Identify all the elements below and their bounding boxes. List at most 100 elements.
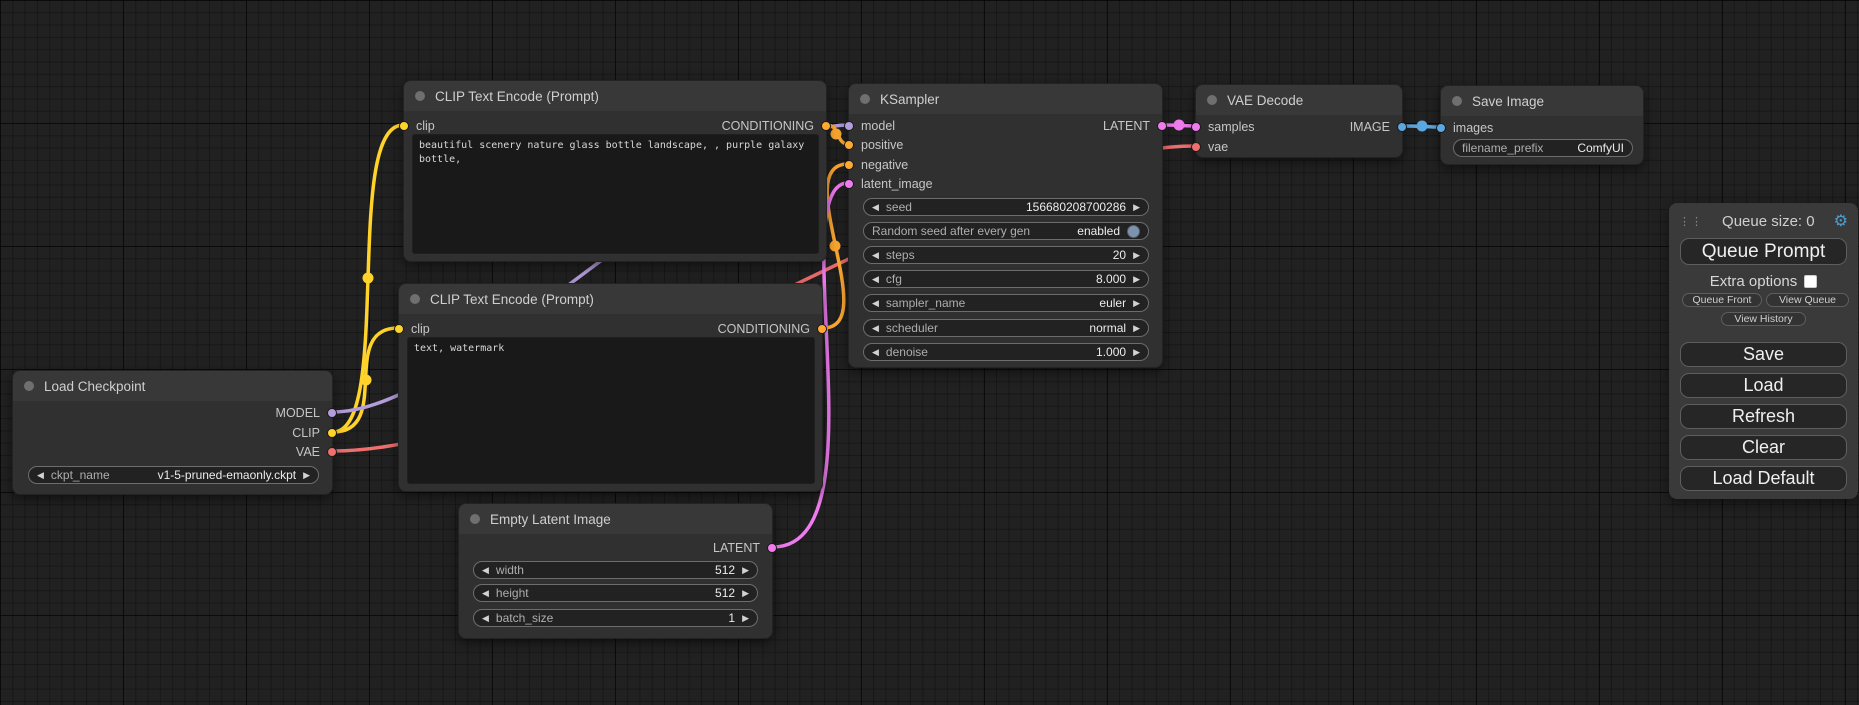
conditioning-slot-icon[interactable] — [844, 140, 854, 150]
settings-gear-icon[interactable]: ⚙ — [1833, 212, 1848, 230]
clear-button[interactable]: Clear — [1680, 435, 1847, 460]
toggle-icon[interactable] — [1127, 224, 1140, 238]
node-load-checkpoint[interactable]: Load Checkpoint MODEL CLIP VAE ◀ ckpt_na… — [12, 370, 337, 495]
slot-input-model[interactable]: model — [844, 116, 895, 136]
conditioning-slot-icon[interactable] — [817, 324, 827, 334]
slot-output-latent[interactable]: LATENT — [1103, 116, 1167, 136]
node-vae-decode[interactable]: VAE Decode samples vae IMAGE — [1191, 84, 1407, 158]
increment-icon[interactable]: ▶ — [742, 612, 749, 623]
seed-widget[interactable]: ◀ seed 156680208700286 ▶ — [863, 198, 1149, 216]
slot-input-images[interactable]: images — [1436, 118, 1493, 138]
slot-input-samples[interactable]: samples — [1191, 117, 1255, 137]
collapse-dot-icon[interactable] — [415, 91, 425, 101]
node-clip-text-encode-positive[interactable]: CLIP Text Encode (Prompt) clip CONDITION… — [399, 80, 831, 262]
slot-input-clip[interactable]: clip — [394, 319, 430, 339]
node-titlebar[interactable]: CLIP Text Encode (Prompt) — [404, 81, 826, 111]
decrement-icon[interactable]: ◀ — [482, 564, 489, 575]
clip-slot-icon[interactable] — [327, 428, 337, 438]
positive-prompt-textarea[interactable]: beautiful scenery nature glass bottle la… — [412, 134, 819, 254]
random-seed-toggle-widget[interactable]: Random seed after every gen enabled — [863, 222, 1149, 240]
next-icon[interactable]: ▶ — [303, 469, 310, 480]
collapse-dot-icon[interactable] — [470, 514, 480, 524]
slot-output-vae[interactable]: VAE — [296, 442, 337, 462]
collapse-dot-icon[interactable] — [1452, 96, 1462, 106]
increment-icon[interactable]: ▶ — [1133, 249, 1140, 260]
ckpt-name-widget[interactable]: ◀ ckpt_name v1-5-pruned-emaonly.ckpt ▶ — [28, 466, 319, 484]
previous-icon[interactable]: ◀ — [37, 469, 44, 480]
slot-output-image[interactable]: IMAGE — [1350, 117, 1407, 137]
queue-prompt-button[interactable]: Queue Prompt — [1680, 238, 1847, 265]
slot-output-model[interactable]: MODEL — [276, 403, 337, 423]
denoise-widget[interactable]: ◀ denoise 1.000 ▶ — [863, 343, 1149, 361]
refresh-button[interactable]: Refresh — [1680, 404, 1847, 429]
node-save-image[interactable]: Save Image images filename_prefix ComfyU… — [1436, 85, 1644, 165]
cfg-widget[interactable]: ◀ cfg 8.000 ▶ — [863, 270, 1149, 288]
increment-icon[interactable]: ▶ — [1133, 201, 1140, 212]
image-slot-icon[interactable] — [1436, 123, 1446, 133]
steps-widget[interactable]: ◀ steps 20 ▶ — [863, 246, 1149, 264]
node-titlebar[interactable]: Empty Latent Image — [459, 504, 772, 534]
latent-slot-icon[interactable] — [844, 179, 854, 189]
decrement-icon[interactable]: ◀ — [872, 273, 879, 284]
model-slot-icon[interactable] — [327, 408, 337, 418]
height-widget[interactable]: ◀ height 512 ▶ — [473, 584, 758, 602]
node-titlebar[interactable]: CLIP Text Encode (Prompt) — [399, 284, 822, 314]
increment-icon[interactable]: ▶ — [1133, 346, 1140, 357]
node-titlebar[interactable]: KSampler — [849, 84, 1162, 114]
clip-slot-icon[interactable] — [399, 121, 409, 131]
vae-slot-icon[interactable] — [327, 447, 337, 457]
view-history-button[interactable]: View History — [1721, 312, 1806, 326]
sampler-name-widget[interactable]: ◀ sampler_name euler ▶ — [863, 294, 1149, 312]
node-ksampler[interactable]: KSampler model positive negative latent_… — [844, 83, 1167, 368]
node-titlebar[interactable]: Save Image — [1441, 86, 1643, 116]
increment-icon[interactable]: ▶ — [1133, 297, 1140, 308]
slot-output-latent[interactable]: LATENT — [713, 538, 777, 558]
decrement-icon[interactable]: ◀ — [872, 201, 879, 212]
slot-input-positive[interactable]: positive — [844, 135, 903, 155]
latent-slot-icon[interactable] — [767, 543, 777, 553]
node-titlebar[interactable]: VAE Decode — [1196, 85, 1402, 115]
conditioning-slot-icon[interactable] — [844, 160, 854, 170]
collapse-dot-icon[interactable] — [1207, 95, 1217, 105]
node-titlebar[interactable]: Load Checkpoint — [13, 371, 332, 401]
extra-options-checkbox[interactable] — [1804, 275, 1818, 288]
clip-slot-icon[interactable] — [394, 324, 404, 334]
slot-input-vae[interactable]: vae — [1191, 137, 1228, 157]
slot-input-negative[interactable]: negative — [844, 155, 908, 175]
slot-output-conditioning[interactable]: CONDITIONING — [718, 319, 827, 339]
queue-panel[interactable]: ⋮⋮ Queue size: 0 ⚙ Queue Prompt Extra op… — [1669, 203, 1858, 499]
decrement-icon[interactable]: ◀ — [482, 587, 489, 598]
save-button[interactable]: Save — [1680, 342, 1847, 367]
conditioning-slot-icon[interactable] — [821, 121, 831, 131]
increment-icon[interactable]: ▶ — [742, 587, 749, 598]
decrement-icon[interactable]: ◀ — [872, 322, 879, 333]
batch-size-widget[interactable]: ◀ batch_size 1 ▶ — [473, 609, 758, 627]
slot-input-latent-image[interactable]: latent_image — [844, 174, 933, 194]
decrement-icon[interactable]: ◀ — [872, 346, 879, 357]
load-default-button[interactable]: Load Default — [1680, 466, 1847, 491]
latent-slot-icon[interactable] — [1191, 122, 1201, 132]
collapse-dot-icon[interactable] — [24, 381, 34, 391]
increment-icon[interactable]: ▶ — [742, 564, 749, 575]
decrement-icon[interactable]: ◀ — [872, 249, 879, 260]
latent-slot-icon[interactable] — [1157, 121, 1167, 131]
slot-output-conditioning[interactable]: CONDITIONING — [722, 116, 831, 136]
slot-input-clip[interactable]: clip — [399, 116, 435, 136]
queue-front-button[interactable]: Queue Front — [1682, 293, 1762, 307]
slot-output-clip[interactable]: CLIP — [292, 423, 337, 443]
decrement-icon[interactable]: ◀ — [872, 297, 879, 308]
scheduler-widget[interactable]: ◀ scheduler normal ▶ — [863, 319, 1149, 337]
decrement-icon[interactable]: ◀ — [482, 612, 489, 623]
drag-handle-icon[interactable]: ⋮⋮ — [1679, 216, 1703, 228]
increment-icon[interactable]: ▶ — [1133, 273, 1140, 284]
increment-icon[interactable]: ▶ — [1133, 322, 1140, 333]
collapse-dot-icon[interactable] — [410, 294, 420, 304]
image-slot-icon[interactable] — [1397, 122, 1407, 132]
view-queue-button[interactable]: View Queue — [1766, 293, 1849, 307]
filename-prefix-widget[interactable]: filename_prefix ComfyUI — [1453, 139, 1633, 157]
vae-slot-icon[interactable] — [1191, 142, 1201, 152]
model-slot-icon[interactable] — [844, 121, 854, 131]
node-clip-text-encode-negative[interactable]: CLIP Text Encode (Prompt) clip CONDITION… — [394, 283, 827, 492]
collapse-dot-icon[interactable] — [860, 94, 870, 104]
width-widget[interactable]: ◀ width 512 ▶ — [473, 561, 758, 579]
